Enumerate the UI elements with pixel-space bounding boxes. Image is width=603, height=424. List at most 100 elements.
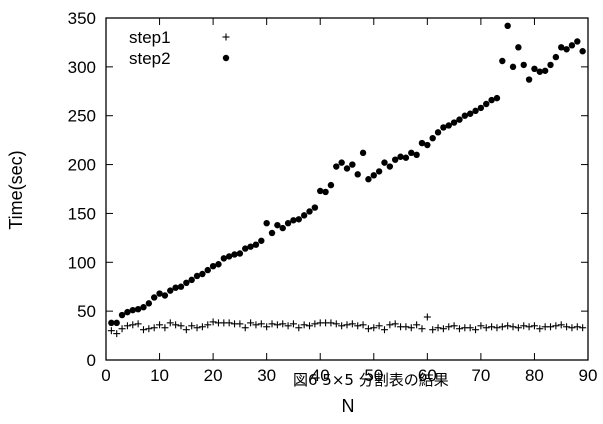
step2-point [151,294,158,301]
step2-point [574,38,581,45]
step2-point [466,110,474,117]
step2-point [370,172,377,179]
step2-point [445,122,452,129]
step1-point [573,323,581,331]
step1-point [161,324,169,332]
legend-marker-step1 [222,33,230,41]
step2-point [349,161,356,168]
step1-point [279,320,287,328]
step1-point [509,323,517,331]
step1-point [557,321,565,329]
step2-point [263,220,270,227]
step1-point [493,324,501,332]
step1-point [129,321,137,329]
y-tick-label: 300 [68,58,96,77]
step2-point [547,61,554,69]
step2-point [231,251,238,258]
step1-point [263,323,271,331]
step1-point [434,324,442,332]
step1-point [284,322,292,330]
step1-point [107,327,115,335]
y-tick-label: 200 [68,156,96,175]
step2-point [413,151,420,158]
step1-point [156,321,164,329]
step2-point [354,171,361,178]
step1-point [209,318,217,326]
step1-point [418,325,426,333]
step1-point [359,321,367,329]
step1-point [268,320,276,328]
step1-point [472,326,480,334]
step2-point [359,149,367,157]
step2-point [209,262,217,270]
step2-point [541,67,549,74]
step2-point [488,96,495,104]
step1-point [579,324,587,332]
step1-point [482,324,490,332]
step2-point [113,319,120,327]
step2-point [456,116,463,123]
step2-point [161,292,169,299]
step2-point [268,229,276,237]
step2-point [252,241,260,248]
step2-point [172,284,179,291]
step1-point [520,322,528,330]
step2-point [429,134,436,142]
step2-point [215,261,222,268]
step2-point [284,220,292,227]
step2-point [183,279,190,287]
step2-point [375,168,383,175]
step1-point [306,322,314,330]
step2-point [225,253,233,260]
step1-point [241,324,249,332]
step2-point [236,250,244,257]
step1-point [568,324,576,332]
step1-point [134,320,142,328]
step2-point [472,107,479,115]
step2-point [279,224,286,232]
step1-point [364,325,372,333]
legend-marker-step2 [222,54,230,62]
step1-point [380,326,388,334]
y-tick-label: 350 [68,9,96,28]
x-tick-label: 60 [418,366,437,385]
step1-point [348,320,356,328]
step1-point [247,319,255,327]
step2-point [242,245,249,252]
y-axis-label: Time(sec) [6,150,26,229]
step2-point [134,305,142,313]
step1-point [354,322,362,330]
x-tick-label: 50 [364,366,383,385]
step2-point [118,311,126,319]
step1-point [204,321,212,329]
x-tick-label: 20 [204,366,223,385]
step2-point [322,188,329,196]
step2-point [306,208,313,215]
step1-point [225,319,233,327]
step2-point [258,237,265,244]
step1-point [514,324,522,332]
step2-point [386,163,394,170]
step1-point [455,325,463,333]
step2-point [204,266,211,274]
y-tick-label: 0 [87,351,96,370]
step1-point [477,322,485,330]
step1-point [236,320,244,328]
step1-point [327,319,335,327]
step1-point [488,323,496,331]
step1-point [375,322,383,330]
step2-point [440,124,447,131]
x-tick-label: 30 [257,366,276,385]
step1-point [123,322,131,330]
step2-point [188,276,195,284]
step2-point [418,139,426,147]
step1-point [257,320,265,328]
step1-point [150,324,158,332]
x-tick-label: 10 [150,366,169,385]
step1-point [429,326,437,334]
step1-point [536,325,544,333]
step1-point [172,321,180,329]
y-tick-label: 150 [68,204,96,223]
step1-point [407,324,415,332]
